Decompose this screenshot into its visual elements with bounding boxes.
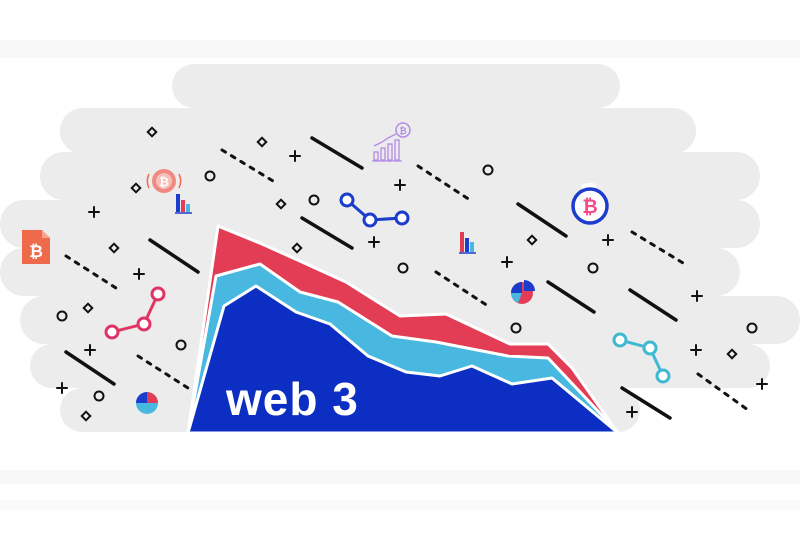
cloud-background: [0, 64, 800, 432]
bitcoin-growth-chart-icon: ₿: [372, 122, 411, 162]
svg-text:₿: ₿: [29, 242, 43, 262]
pie-chart-icon: [136, 392, 158, 414]
diamond-marks: [80, 126, 738, 422]
svg-text:₿: ₿: [399, 126, 406, 137]
svg-text:₿: ₿: [159, 175, 169, 189]
bitcoin-coin-icon: ₿: [146, 169, 182, 193]
pie-chart-icon: [511, 280, 535, 304]
bitcoin-document-icon: ₿: [22, 230, 50, 264]
dashed-lines: [64, 148, 750, 412]
network-nodes-icon: [104, 286, 166, 340]
area-layer-dark-blue: [186, 284, 620, 435]
bitcoin-circle-icon: ₿: [571, 183, 609, 225]
network-nodes-icon: [339, 192, 410, 228]
circle-marks: [56, 164, 758, 402]
decorative-lines: [64, 136, 678, 420]
bar-chart-icon: [459, 232, 476, 254]
network-nodes-icon: [612, 332, 671, 384]
plus-marks: [56, 150, 768, 418]
headline: web 3: [225, 373, 359, 425]
area-chart-illustration: web 3: [186, 224, 620, 435]
svg-text:₿: ₿: [582, 196, 597, 218]
bar-chart-icon: [175, 194, 192, 214]
